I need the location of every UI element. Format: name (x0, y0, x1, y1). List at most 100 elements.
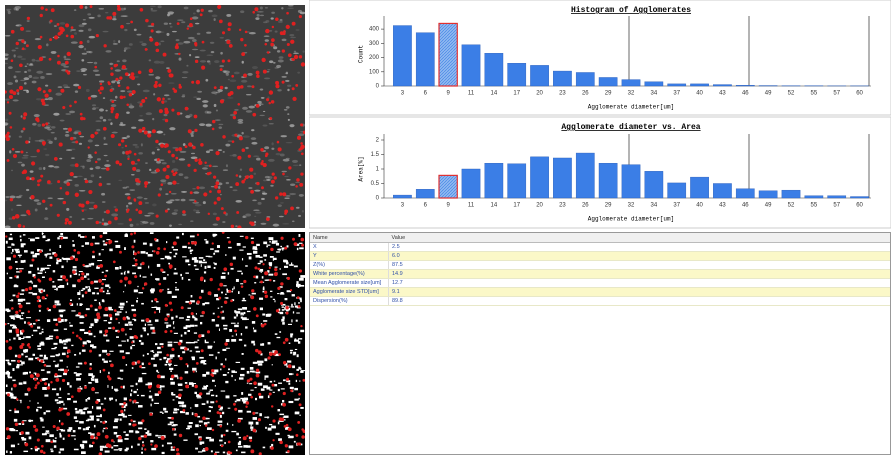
agglomerate-marker (75, 258, 78, 261)
white-particle (58, 279, 63, 281)
agglomerate-marker (219, 19, 223, 23)
white-particle (7, 273, 8, 275)
texture-speck (284, 109, 288, 110)
white-particle (56, 354, 59, 356)
agglomerate-marker (98, 265, 100, 267)
texture-speck (26, 189, 29, 191)
value-cell: 2.5 (389, 243, 891, 252)
texture-speck (17, 55, 22, 58)
agglomerate-marker (37, 439, 40, 442)
white-particle (15, 316, 19, 318)
white-particle (132, 273, 136, 275)
agglomerate-marker (276, 309, 279, 312)
white-particle (22, 315, 23, 316)
agglomerate-marker (197, 300, 200, 303)
agglomerate-marker (212, 120, 215, 123)
agglomerate-marker (190, 191, 193, 194)
agglomerate-marker (67, 52, 71, 56)
white-particle (209, 439, 214, 442)
agglomerate-marker (258, 418, 261, 421)
white-particle (175, 282, 177, 283)
white-particle (279, 331, 281, 332)
white-particle (269, 390, 272, 391)
white-particle (223, 328, 227, 330)
texture-speck (196, 9, 199, 12)
white-particle (251, 341, 255, 344)
white-particle (106, 340, 109, 342)
texture-speck (29, 137, 31, 140)
agglomerate-marker (65, 191, 69, 195)
agglomerate-marker (158, 193, 161, 196)
texture-speck (148, 74, 154, 75)
agglomerate-marker (89, 350, 92, 353)
agglomerate-marker (54, 373, 57, 376)
white-particle (263, 286, 264, 288)
white-particle (99, 330, 102, 333)
texture-speck (200, 50, 206, 52)
white-particle (79, 409, 83, 411)
texture-speck (271, 142, 273, 145)
agglomerate-marker (9, 112, 12, 115)
white-particle (300, 275, 305, 278)
texture-speck (95, 145, 100, 147)
agglomerate-marker (11, 59, 14, 62)
white-particle (55, 437, 57, 438)
white-particle (6, 241, 8, 244)
agglomerate-marker (269, 393, 272, 396)
white-particle (5, 372, 10, 375)
white-particle (21, 289, 24, 291)
white-particle (67, 339, 71, 342)
agglomerate-marker (217, 189, 221, 193)
texture-speck (226, 14, 231, 17)
white-particle (261, 272, 262, 273)
texture-speck (147, 212, 154, 214)
white-particle (259, 256, 262, 257)
white-particle (52, 285, 56, 287)
agglomerate-marker (104, 307, 108, 311)
white-particle (119, 306, 124, 308)
white-particle (215, 452, 219, 453)
agglomerate-marker (144, 435, 147, 438)
white-particle (257, 361, 259, 363)
white-particle (118, 448, 122, 450)
agglomerate-marker (37, 183, 40, 186)
white-particle (19, 268, 24, 269)
texture-speck (226, 182, 229, 184)
texture-speck (188, 37, 195, 39)
white-particle (125, 233, 127, 236)
texture-speck (278, 59, 284, 62)
white-particle (188, 279, 190, 281)
white-particle (250, 390, 253, 391)
white-particle (197, 397, 202, 398)
texture-speck (63, 84, 68, 87)
texture-speck (136, 34, 141, 36)
white-particle (282, 309, 285, 311)
white-particle (205, 340, 206, 343)
agglomerate-marker (91, 387, 95, 391)
white-particle (155, 393, 159, 396)
texture-speck (105, 12, 108, 14)
white-particle (10, 451, 12, 453)
agglomerate-marker (278, 353, 281, 356)
white-particle (13, 244, 14, 246)
white-particle (126, 364, 127, 366)
white-particle (126, 311, 127, 313)
white-particle (44, 412, 46, 414)
texture-speck (193, 191, 199, 193)
agglomerate-marker (167, 69, 171, 73)
agglomerate-marker (56, 427, 60, 431)
agglomerate-marker (43, 451, 46, 454)
white-particle (86, 427, 89, 430)
agglomerate-marker (20, 151, 23, 154)
texture-speck (111, 213, 118, 216)
agglomerate-marker (212, 242, 214, 244)
agglomerate-marker (158, 84, 161, 87)
texture-speck (150, 222, 155, 225)
texture-speck (91, 95, 98, 98)
texture-speck (94, 62, 98, 65)
agglomerate-marker (115, 113, 119, 117)
texture-speck (80, 136, 85, 137)
white-particle (124, 397, 127, 400)
white-particle (47, 371, 51, 373)
texture-speck (289, 124, 294, 127)
